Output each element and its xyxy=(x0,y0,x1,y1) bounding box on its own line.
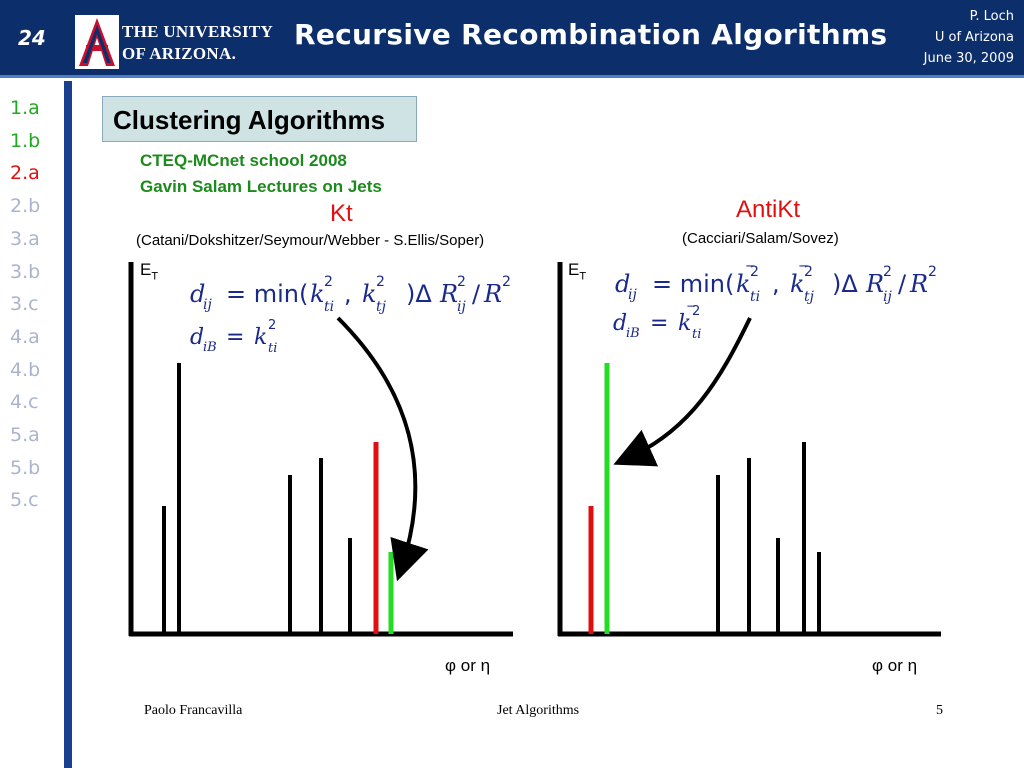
footer-presenter: Paolo Francavilla xyxy=(144,703,243,718)
svg-text:d: d xyxy=(615,270,630,298)
svg-text:R: R xyxy=(865,270,884,298)
svg-text:= min(: = min( xyxy=(652,270,734,298)
university-name-line2: OF ARIZONA. xyxy=(122,44,237,63)
antikt-particles xyxy=(588,363,821,634)
nav-item-4-c[interactable]: 4.c xyxy=(10,391,39,414)
svg-text:ti: ti xyxy=(324,299,334,315)
svg-text:k: k xyxy=(254,325,267,350)
svg-text:−: − xyxy=(798,259,809,274)
nav-item-5-b[interactable]: 5.b xyxy=(10,456,41,479)
svg-text:d: d xyxy=(613,311,627,336)
svg-text:2: 2 xyxy=(883,264,892,280)
svg-text:2: 2 xyxy=(750,264,759,280)
svg-text:ij: ij xyxy=(628,287,637,303)
nav-item-2-b[interactable]: 2.b xyxy=(10,195,41,218)
svg-text:2: 2 xyxy=(376,274,385,290)
svg-text:tj: tj xyxy=(804,289,815,305)
slide-header: 24 THE UNIVERSITY OF ARIZONA. Recursive … xyxy=(0,0,1024,78)
svg-text:=: = xyxy=(650,311,668,336)
svg-text:d: d xyxy=(190,325,204,350)
svg-text:2: 2 xyxy=(324,274,333,290)
nav-item-3-a[interactable]: 3.a xyxy=(10,227,40,250)
kt-particles xyxy=(162,363,394,634)
svg-text:R: R xyxy=(483,280,502,308)
slide-number: 24 xyxy=(18,26,46,50)
svg-text:2: 2 xyxy=(502,274,511,290)
svg-text:k: k xyxy=(790,270,805,298)
nav-item-1-a[interactable]: 1.a xyxy=(10,97,40,119)
svg-text:ij: ij xyxy=(203,297,212,313)
svg-text:−: − xyxy=(686,299,696,313)
slide-navigation: 1.a 1.b 2.a 2.b 3.a 3.b 3.c 4.a 4.b 4.c 5.a 5.b 5.c xyxy=(0,81,64,768)
university-of-arizona-logo xyxy=(75,15,119,69)
credit-school: CTEQ-MCnet school 2008 xyxy=(140,151,347,170)
author-name: P. Loch xyxy=(969,9,1014,24)
svg-text:−: − xyxy=(745,259,756,274)
svg-text:)Δ: )Δ xyxy=(832,270,858,298)
nav-item-3-c[interactable]: 3.c xyxy=(10,293,39,316)
antikt-y-axis-label: ET xyxy=(568,260,587,283)
antikt-distance-formula: d ij = min( k − 2 ti , k − 2 tj )Δ R 2 i… xyxy=(613,259,937,342)
svg-text:ij: ij xyxy=(457,299,466,315)
svg-text:ti: ti xyxy=(268,341,277,356)
section-title-box: Clustering Algorithms xyxy=(102,96,417,142)
merge-arrow-icon xyxy=(336,316,429,582)
svg-text:k: k xyxy=(736,270,751,298)
antikt-title: AntiKt xyxy=(736,196,801,223)
svg-text:/: / xyxy=(898,270,907,298)
sidebar-divider xyxy=(64,81,72,768)
svg-text:iB: iB xyxy=(626,326,640,341)
svg-text:2: 2 xyxy=(457,274,466,290)
credit-lectures: Gavin Salam Lectures on Jets xyxy=(140,177,382,196)
antikt-authors: (Cacciari/Salam/Sovez) xyxy=(682,230,839,247)
nav-item-3-b[interactable]: 3.b xyxy=(10,260,41,283)
section-title: Clustering Algorithms xyxy=(113,105,386,135)
kt-authors: (Catani/Dokshitzer/Seymour/Webber - S.El… xyxy=(136,232,485,249)
svg-text:)Δ: )Δ xyxy=(406,280,432,308)
svg-text:,: , xyxy=(772,270,780,298)
presentation-title: Recursive Recombination Algorithms xyxy=(294,18,888,51)
svg-text:2: 2 xyxy=(268,318,276,333)
svg-text:=: = xyxy=(226,325,244,350)
svg-text:2: 2 xyxy=(692,304,700,319)
nav-item-4-b[interactable]: 4.b xyxy=(10,358,41,381)
author-affiliation: U of Arizona xyxy=(934,30,1014,45)
nav-item-4-a[interactable]: 4.a xyxy=(10,325,40,348)
svg-text:R: R xyxy=(909,270,928,298)
svg-text:ij: ij xyxy=(883,289,892,305)
presentation-date: June 30, 2009 xyxy=(923,51,1014,66)
nav-item-5-a[interactable]: 5.a xyxy=(10,424,40,446)
nav-item-5-c[interactable]: 5.c xyxy=(10,489,39,512)
svg-text:tj: tj xyxy=(376,299,387,315)
university-logo: THE UNIVERSITY OF ARIZONA. xyxy=(74,14,273,70)
svg-text:2: 2 xyxy=(804,264,813,280)
svg-text:,: , xyxy=(344,280,352,308)
footer-page-number: 5 xyxy=(936,703,943,718)
svg-text:ti: ti xyxy=(692,327,701,342)
kt-y-axis-label: ET xyxy=(140,260,159,283)
svg-text:2: 2 xyxy=(928,264,937,280)
kt-title: Kt xyxy=(330,200,353,227)
svg-text:k: k xyxy=(310,280,325,308)
footer-topic: Jet Algorithms xyxy=(497,703,580,718)
kt-x-axis-label: φ or η xyxy=(445,656,491,675)
university-name-line1: THE UNIVERSITY xyxy=(122,22,274,41)
svg-text:k: k xyxy=(678,311,691,336)
merge-arrow-icon xyxy=(613,317,752,467)
svg-text:R: R xyxy=(439,280,458,308)
svg-text:iB: iB xyxy=(203,340,217,355)
nav-item-1-b[interactable]: 1.b xyxy=(10,129,41,152)
nav-item-2-a[interactable]: 2.a xyxy=(10,162,40,185)
antikt-x-axis-label: φ or η xyxy=(872,656,918,675)
svg-text:k: k xyxy=(362,280,377,308)
author-block: P. Loch U of Arizona June 30, 2009 xyxy=(924,6,1014,69)
svg-text:d: d xyxy=(190,280,205,308)
svg-text:ti: ti xyxy=(750,289,760,305)
svg-text:/: / xyxy=(472,280,481,308)
kt-distance-formula: d ij = min( k 2 ti , k 2 tj )Δ R 2 ij / … xyxy=(190,274,511,356)
svg-text:= min(: = min( xyxy=(226,280,308,308)
